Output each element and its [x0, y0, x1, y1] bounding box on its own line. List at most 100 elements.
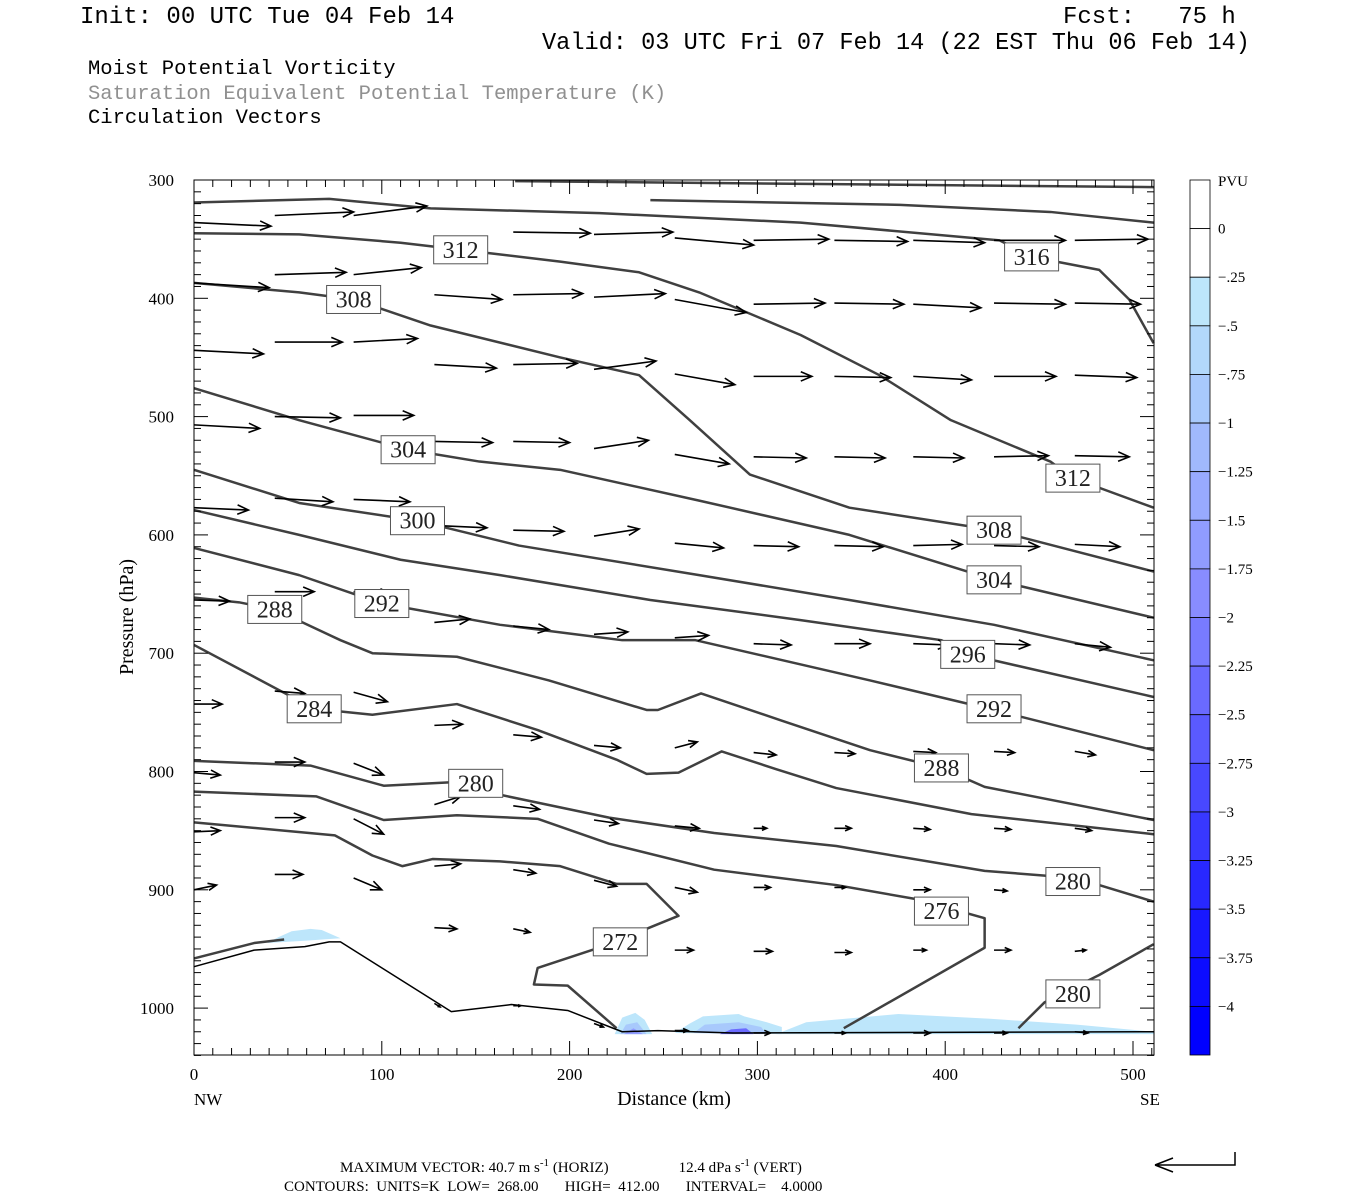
vector-arrow — [434, 924, 459, 933]
colorbar-label: −3.75 — [1218, 951, 1253, 967]
field-title-theta-es: Saturation Equivalent Potential Temperat… — [88, 83, 667, 106]
contour-line-318 — [650, 198, 1154, 224]
vector-arrow — [834, 638, 873, 650]
contour-label: 272 — [602, 930, 638, 956]
vector-arrow — [834, 371, 893, 383]
contour-line-320 — [515, 179, 1154, 189]
x-tick-label: 500 — [1120, 1065, 1146, 1084]
contour-line-268 — [193, 938, 285, 960]
vector-arrow — [674, 453, 732, 468]
x-end-label-nw: NW — [194, 1090, 223, 1109]
vector-arrow — [193, 504, 251, 515]
contour-label-box — [448, 768, 504, 798]
colorbar-label: −2.25 — [1218, 659, 1253, 675]
contour-label-box — [286, 694, 342, 724]
contour-label-box — [966, 694, 1022, 724]
contour-label-box — [326, 284, 382, 314]
vector-arrow — [194, 698, 225, 710]
contour-line-316 — [193, 197, 1155, 344]
vector-arrow — [274, 267, 349, 279]
vector-arrow — [593, 288, 668, 300]
colorbar-label: −4 — [1218, 999, 1234, 1015]
x-tick-label: 300 — [745, 1065, 771, 1084]
colorbar-label: −.25 — [1218, 270, 1245, 286]
vector-arrow — [353, 263, 424, 276]
vector-arrow — [994, 639, 1032, 650]
vector-arrow — [1074, 948, 1089, 954]
vector-arrow — [753, 749, 779, 759]
contour-label-box — [940, 639, 996, 669]
contour-label-box — [1045, 979, 1101, 1009]
contour-line-276 — [193, 790, 986, 1030]
x-tick-label: 0 — [190, 1065, 199, 1084]
vector-arrow — [993, 887, 1010, 894]
vector-arrow — [753, 233, 831, 245]
contour-label-box — [354, 589, 410, 619]
vector-arrow — [513, 731, 544, 742]
y-tick-label: 500 — [149, 408, 175, 427]
vector-arrow — [434, 293, 505, 305]
vector-arrow — [193, 347, 266, 359]
vector-arrow — [353, 333, 420, 345]
vector-arrow — [274, 495, 336, 507]
y-tick-label: 1000 — [140, 999, 174, 1018]
vector-arrow — [834, 452, 888, 464]
vector-arrow — [593, 742, 623, 752]
colorbar-segment — [1189, 568, 1211, 618]
vector-arrow — [513, 436, 572, 448]
vector-arrow — [674, 1027, 690, 1034]
pv-region — [776, 1014, 1154, 1035]
vector-arrow — [593, 357, 659, 371]
vector-arrow — [834, 884, 848, 890]
vector-arrow — [433, 1002, 442, 1009]
vector-arrow — [1074, 640, 1113, 652]
vector-arrow — [353, 410, 416, 421]
contour-label: 312 — [443, 238, 479, 264]
vector-arrow — [434, 362, 499, 373]
colorbar-label: −3 — [1218, 805, 1234, 821]
vector-arrow — [274, 412, 343, 423]
contour-line-280 — [193, 759, 1155, 903]
vector-arrow — [513, 803, 542, 813]
vector-arrow — [353, 818, 386, 836]
colorbar-label: −2 — [1218, 611, 1234, 627]
vector-arrow — [913, 539, 965, 551]
contour-label: 296 — [950, 642, 986, 668]
contour-label-box — [913, 896, 969, 926]
y-tick-label: 900 — [149, 881, 175, 900]
vector-arrow — [834, 824, 854, 832]
vector-arrow — [994, 298, 1068, 310]
vector-arrow — [674, 822, 702, 832]
forecast-hour: Fcst: 75 h — [1063, 4, 1236, 31]
vector-arrow — [753, 370, 814, 382]
vector-arrow — [834, 949, 854, 956]
vector-arrow — [834, 235, 910, 247]
vector-arrow — [994, 450, 1051, 462]
vector-arrow — [1074, 826, 1094, 834]
vector-arrow — [593, 226, 675, 238]
vector-arrow — [913, 825, 933, 833]
vector-arrow — [513, 1003, 523, 1008]
x-axis-label: Distance (km) — [617, 1088, 731, 1110]
vector-arrow — [193, 882, 219, 891]
vector-arrow — [434, 436, 495, 448]
vector-arrow — [993, 825, 1013, 833]
vector-arrow — [513, 867, 538, 877]
vector-arrow — [1074, 451, 1132, 462]
contour-label: 288 — [257, 597, 293, 623]
vector-arrow — [193, 769, 223, 780]
vector-arrow — [834, 541, 886, 552]
vector-arrow — [913, 373, 974, 385]
vector-arrow — [674, 886, 700, 895]
colorbar-segment — [1189, 179, 1211, 230]
vector-arrow — [274, 869, 305, 880]
vector-arrow — [434, 719, 465, 730]
vector-arrow — [994, 946, 1013, 954]
contour-label-box — [389, 506, 445, 536]
vector-arrow — [274, 207, 356, 218]
contour-label-box — [1004, 242, 1060, 272]
colorbar-label: −1.5 — [1218, 513, 1245, 529]
x-end-label-se: SE — [1140, 1090, 1160, 1109]
vector-arrow — [913, 947, 929, 953]
